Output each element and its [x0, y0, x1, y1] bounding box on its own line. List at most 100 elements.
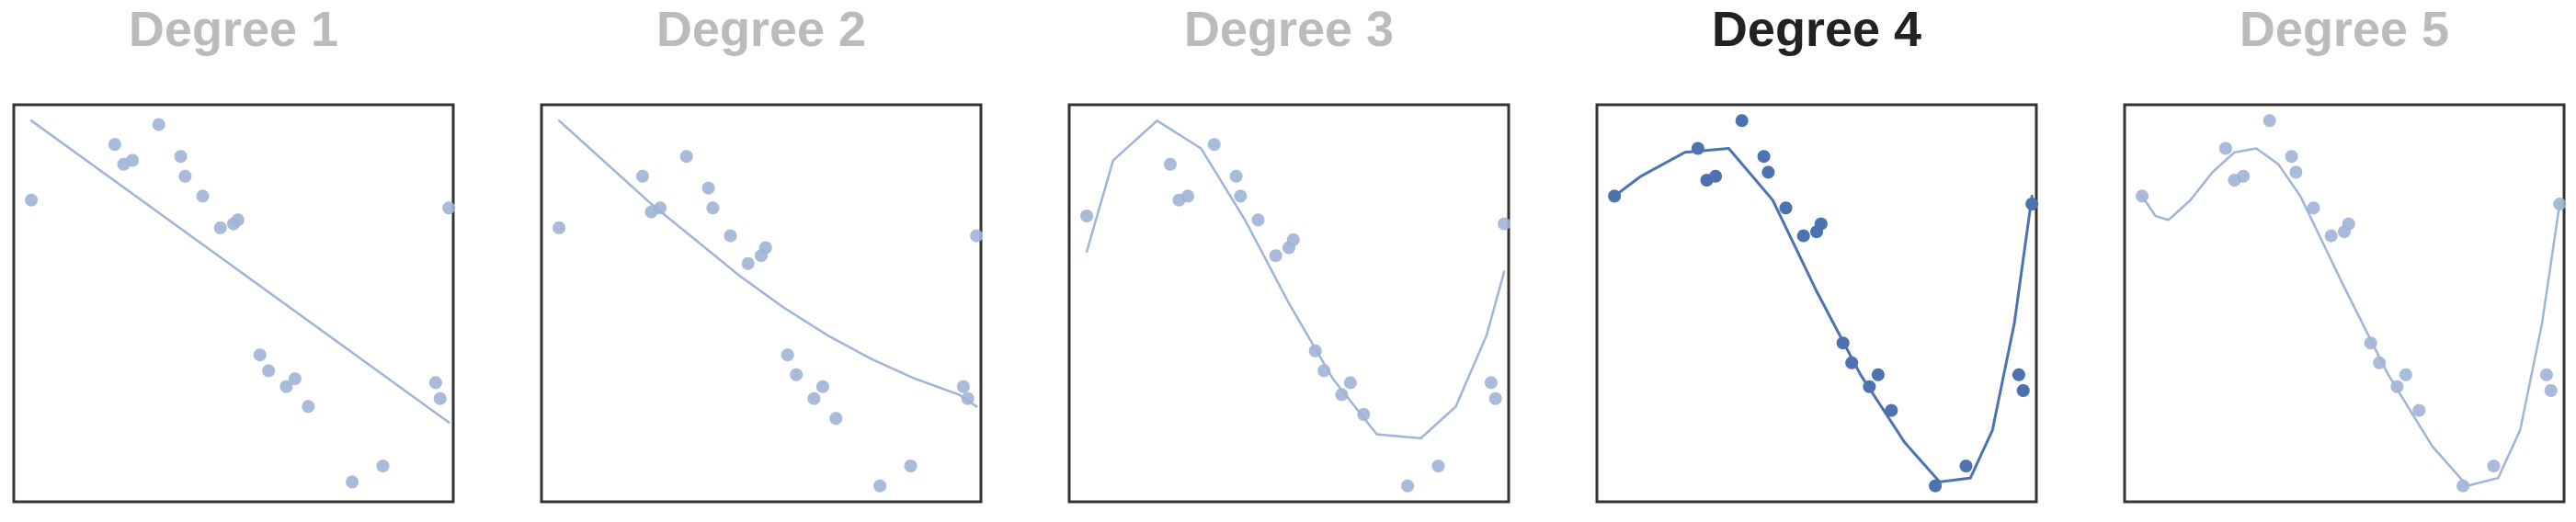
data-point — [790, 368, 804, 381]
data-point — [1691, 142, 1704, 155]
data-point — [1761, 165, 1775, 179]
data-point — [1608, 189, 1622, 203]
data-point — [1269, 249, 1282, 263]
data-point — [376, 460, 390, 473]
data-point — [1401, 479, 1415, 493]
data-point — [2289, 165, 2303, 179]
fit-curve — [557, 119, 978, 408]
data-point — [1959, 460, 1973, 473]
panel-degree-5: Degree 5 — [2123, 2, 2567, 504]
data-point — [2364, 336, 2377, 350]
data-point — [1286, 233, 1300, 246]
data-point — [1308, 344, 1322, 357]
data-point — [758, 241, 772, 255]
panel-title: Degree 4 — [1712, 2, 1921, 57]
data-point — [741, 256, 755, 270]
data-point — [2218, 142, 2232, 155]
data-point — [2539, 368, 2553, 381]
data-point — [1836, 336, 1850, 350]
data-point — [1885, 403, 1898, 417]
fit-curve — [1613, 147, 2034, 483]
panel-title: Degree 1 — [129, 2, 338, 57]
panel-title: Degree 3 — [1184, 2, 1394, 57]
data-point — [829, 412, 843, 426]
data-point — [706, 201, 720, 215]
data-point — [442, 201, 456, 215]
data-point — [2307, 201, 2320, 215]
data-point — [2324, 229, 2338, 243]
fit-curve — [2140, 147, 2561, 487]
panel-degree-1: Degree 1 — [12, 2, 456, 504]
data-point — [178, 169, 192, 183]
data-point — [25, 193, 39, 207]
plot-frame — [1595, 103, 2038, 504]
data-point — [253, 348, 267, 362]
data-point — [2553, 198, 2567, 210]
data-point — [961, 392, 975, 405]
data-point — [2025, 198, 2039, 210]
data-point — [1814, 217, 1828, 231]
data-point — [1343, 376, 1357, 390]
data-point — [126, 153, 140, 167]
data-point — [1735, 114, 1749, 128]
data-point — [1251, 213, 1265, 227]
data-point — [2263, 114, 2276, 128]
data-point — [346, 475, 359, 489]
data-point — [1929, 479, 1943, 493]
panel-degree-2: Degree 2 — [540, 2, 984, 504]
data-point — [231, 213, 245, 227]
data-point — [1431, 460, 1445, 473]
data-point — [174, 150, 188, 164]
data-point — [904, 460, 918, 473]
data-point — [1863, 380, 1876, 393]
data-point — [2237, 169, 2251, 183]
data-point — [1484, 376, 1498, 390]
data-point — [807, 392, 821, 405]
data-point — [654, 201, 667, 215]
data-point — [2285, 150, 2298, 164]
data-point — [1498, 217, 1511, 231]
data-point — [2456, 479, 2470, 493]
data-point — [553, 221, 566, 234]
data-point — [1796, 229, 1810, 243]
data-point — [2373, 356, 2387, 369]
data-point — [2012, 368, 2025, 381]
panel-degree-3: Degree 3 — [1067, 2, 1511, 504]
panel-title: Degree 2 — [656, 2, 866, 57]
data-point — [428, 376, 442, 390]
fit-curve — [29, 119, 450, 424]
data-point — [724, 229, 737, 243]
data-point — [1779, 201, 1793, 215]
data-point — [1229, 169, 1243, 183]
data-point — [196, 189, 210, 203]
data-point — [302, 400, 315, 414]
data-point — [2136, 189, 2149, 203]
data-point — [1163, 157, 1177, 171]
data-point — [2016, 384, 2030, 397]
data-point — [108, 138, 121, 152]
data-point — [956, 380, 970, 393]
fit-curve — [1085, 119, 1506, 440]
data-point — [2544, 384, 2558, 397]
data-point — [152, 118, 165, 131]
plot-frame — [12, 103, 455, 504]
data-point — [2412, 403, 2426, 417]
data-point — [1757, 150, 1771, 164]
data-point — [1317, 364, 1331, 378]
data-point — [970, 229, 984, 243]
data-point — [1357, 408, 1371, 421]
data-point — [679, 150, 693, 164]
data-point — [213, 221, 227, 234]
data-point — [279, 380, 293, 393]
data-point — [815, 380, 829, 393]
data-point — [701, 181, 715, 195]
data-point — [1335, 388, 1349, 402]
panel-title: Degree 5 — [2240, 2, 2449, 57]
data-point — [1845, 356, 1859, 369]
data-point — [1080, 210, 1094, 222]
data-point — [1234, 189, 1248, 203]
data-point — [2390, 380, 2404, 393]
data-point — [1207, 138, 1221, 152]
